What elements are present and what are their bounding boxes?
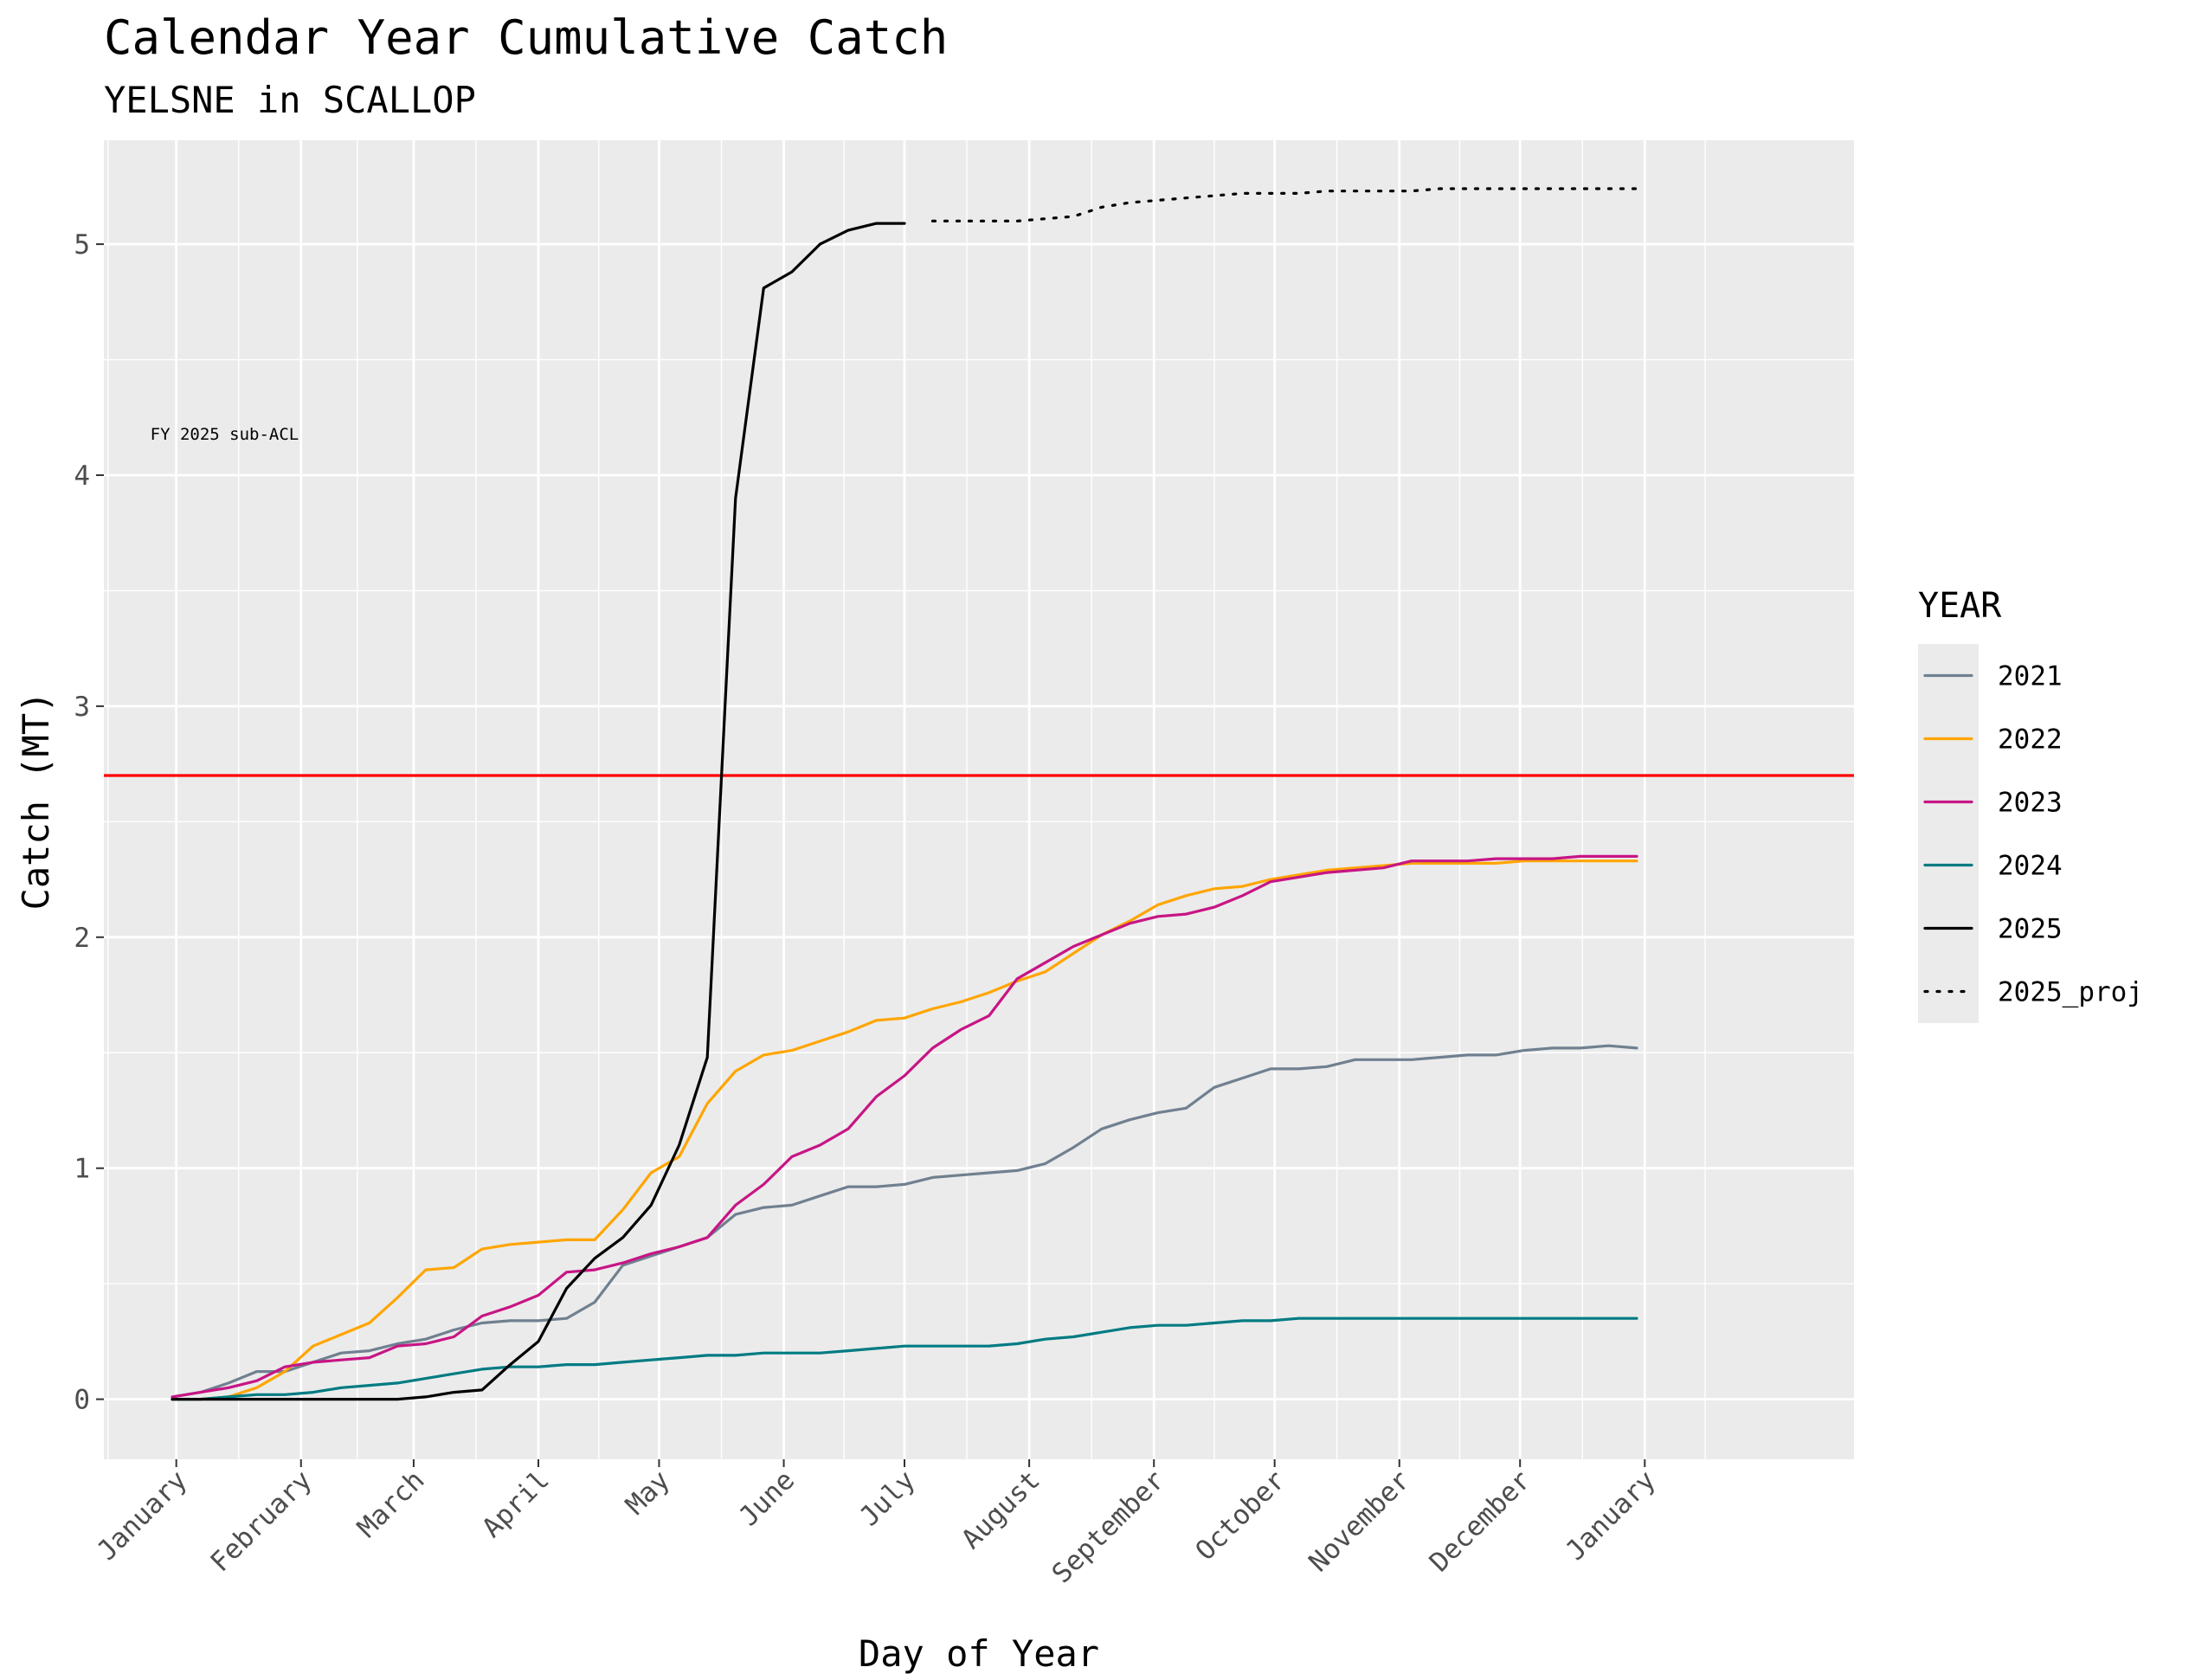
series-line-2021 [171,1044,1638,1399]
series-line-2025 [171,222,906,1401]
plot-panel [104,140,1854,1459]
y-tick-label: 1 [74,1154,90,1185]
chart-subtitle: YELSNE in SCALLOP [104,79,476,121]
y-tick-label: 2 [74,923,90,954]
legend: 2021 2022 2023 2024 2025 2025_proj [1918,644,2143,1023]
x-tick-label: September [1046,1464,1171,1589]
y-tick-label: 4 [74,460,90,492]
legend-label-2025_proj: 2025_proj [1998,977,2143,1008]
x-tick-label: November [1303,1464,1416,1578]
x-tick-label: October [1189,1464,1291,1567]
legend-label-2025: 2025 [1998,914,2063,945]
y-tick-label: 3 [74,692,90,723]
x-tick-label: August [956,1464,1046,1555]
series-line-2023 [171,854,1638,1399]
x-tick-label: January [1560,1464,1662,1567]
y-axis-title: Catch (MT) [15,692,57,911]
x-tick-label: January [91,1464,193,1567]
x-tick-label: June [733,1464,801,1532]
legend-key-background [1918,644,1979,1023]
chart-title: Calendar Year Cumulative Catch [104,10,948,65]
legend-label-2023: 2023 [1998,788,2063,819]
x-tick-label: May [620,1464,676,1521]
legend-title: YEAR [1918,586,2002,626]
sub-acl-annotation: FY 2025 sub-ACL [151,425,299,444]
series-line-2024 [171,1316,1638,1401]
series-line-2025_proj [930,187,1638,222]
x-axis-title: Day of Year [859,1632,1099,1675]
x-tick-label: December [1424,1464,1537,1578]
x-tick-label: March [351,1464,430,1543]
x-tick-label: February [204,1464,318,1578]
legend-label-2022: 2022 [1998,724,2063,756]
x-tick-label: April [476,1464,555,1543]
legend-label-2021: 2021 [1998,661,2063,692]
legend-label-2024: 2024 [1998,851,2063,882]
y-tick-label: 0 [74,1385,90,1416]
x-tick-label: July [853,1464,921,1532]
y-tick-label: 5 [74,229,90,261]
